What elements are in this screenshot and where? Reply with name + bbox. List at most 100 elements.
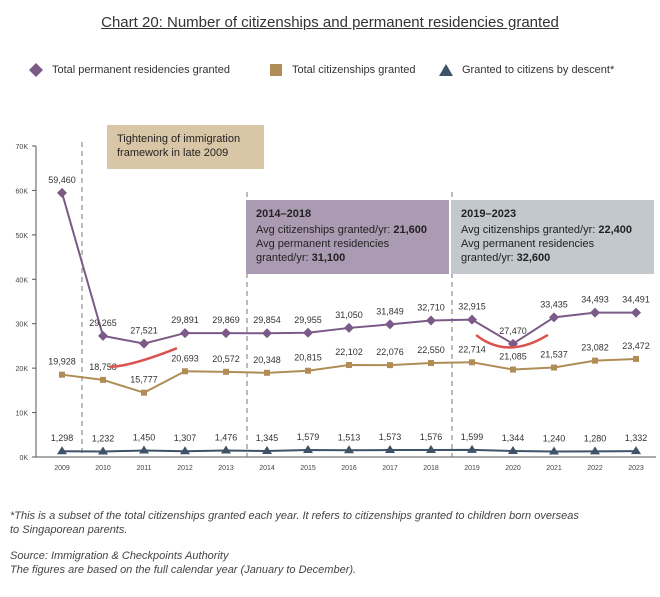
descent-point [139,445,149,454]
descent-point [180,446,190,455]
pr-point [57,187,67,198]
data-label: 33,435 [540,299,568,309]
data-label: 22,714 [458,344,486,354]
data-label: 19,928 [48,357,76,367]
y-tick-label: 30K [16,322,29,329]
x-tick-label: 2014 [259,465,275,472]
descent-point [549,446,559,455]
period1-line3-prefix: granted/yr: [256,252,312,264]
descent-point [262,446,272,455]
data-label: 22,102 [335,347,363,357]
highlight-dip-2011 [108,347,178,368]
x-tick-label: 2009 [54,465,70,472]
pr-point [139,338,149,349]
period1-line1-prefix: Avg citizenships granted/yr: [256,224,394,236]
x-tick-label: 2012 [177,465,193,472]
x-tick-label: 2017 [382,465,398,472]
x-tick-label: 2018 [423,465,439,472]
citizenship-point [469,359,475,366]
footnote-line2: to Singaporean parents. [10,524,128,536]
data-label: 29,265 [89,318,117,328]
footnote-line1: *This is a subset of the total citizensh… [10,510,579,522]
data-label: 29,854 [253,315,281,325]
annotation-tightening-line1: Tightening of immigration [117,133,241,145]
data-label: 1,307 [174,433,197,443]
annotation-tightening: Tightening of immigration framework in l… [107,125,264,169]
y-tick-label: 20K [16,366,29,373]
data-label: 1,450 [133,433,156,443]
data-label: 21,537 [540,350,568,360]
period-note: The figures are based on the full calend… [10,564,357,576]
x-tick-label: 2013 [218,465,234,472]
citizenship-point [510,366,516,373]
x-tick-label: 2011 [136,465,151,472]
y-tick-label: 10K [16,411,29,418]
data-label: 31,849 [376,306,404,316]
source-note: Source: Immigration & Checkpoints Author… [10,550,229,562]
period1-line3-value: 31,100 [311,252,346,264]
pr-point [590,307,600,318]
y-tick-label: 50K [16,233,29,240]
data-label: 20,348 [253,355,281,365]
citizenship-point [59,371,65,378]
descent-point [98,446,108,455]
data-label: 29,891 [171,315,199,325]
descent-point [631,446,641,455]
citizenship-point [387,362,393,369]
data-label: 1,280 [584,433,607,443]
descent-point [221,445,231,454]
pr-point [262,328,272,339]
annotation-period-2014-2018: 2014–2018 Avg citizenships granted/yr: 2… [246,200,449,274]
x-tick-label: 2021 [546,465,562,472]
legend-label-descent: Granted to citizens by descent* [462,64,615,76]
citizenship-point [633,355,639,362]
legend: Total permanent residencies granted Tota… [28,62,648,86]
descent-point [508,446,518,455]
data-label: 15,777 [130,375,158,385]
data-label: 1,476 [215,432,238,442]
line-chart: 0K 10K 20K 30K 40K 50K 60K 70K 2009 2010 2011 2012 2… [16,142,656,472]
descent-point [344,445,354,454]
y-tick-label: 60K [16,188,29,195]
y-tick-label: 0K [19,455,28,462]
x-tick-label: 2016 [341,465,357,472]
data-label: 1,513 [338,432,361,442]
citizenship-point [264,369,270,376]
citizenship-point [592,357,598,364]
period1-line2: Avg permanent residencies [256,238,390,250]
pr-point [631,307,641,318]
citizenship-point [223,368,229,375]
descent-point [303,444,313,453]
pr-point [426,315,436,326]
period1-heading: 2014–2018 [256,208,312,220]
descent-point [385,445,395,454]
chart-title: Chart 20: Number of citizenships and per… [101,14,559,31]
data-label: 1,332 [625,433,648,443]
annotation-tightening-line2: framework in late 2009 [117,147,229,159]
x-tick-label: 2023 [628,465,644,472]
period2-line1-prefix: Avg citizenships granted/yr: [461,224,599,236]
data-label: 22,076 [376,347,404,357]
descent-point [57,446,67,455]
data-label: 27,470 [499,326,527,336]
period2-line1-value: 22,400 [598,224,633,236]
data-label: 1,298 [51,433,74,443]
legend-label-pr: Total permanent residencies granted [52,64,230,76]
data-label: 34,491 [622,295,650,305]
data-label: 1,345 [256,433,279,443]
data-label: 20,693 [171,353,199,363]
data-label: 1,232 [92,434,115,444]
x-tick-label: 2022 [587,465,603,472]
data-label: 1,573 [379,432,402,442]
pr-point [467,314,477,325]
highlight-dip-2020 [475,334,549,349]
legend-item-pr: Total permanent residencies granted [28,62,230,78]
x-tick-label: 2010 [95,465,111,472]
diamond-icon [29,63,43,77]
data-label: 29,869 [212,315,240,325]
data-label: 1,599 [461,432,484,442]
triangle-icon [439,64,453,76]
legend-label-citizenship: Total citizenships granted [292,64,416,76]
data-label: 27,521 [130,326,158,336]
data-label: 32,915 [458,302,486,312]
